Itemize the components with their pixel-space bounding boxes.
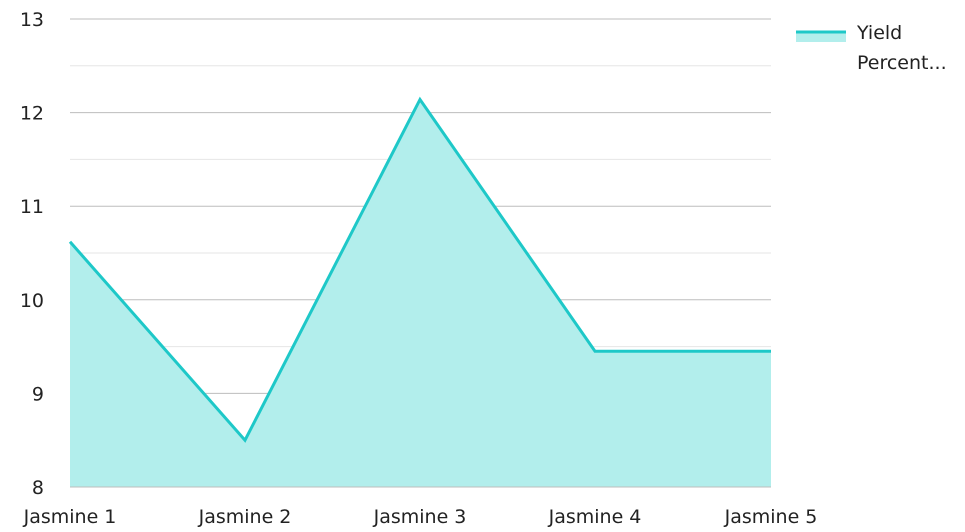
- series-line: [68, 96, 771, 443]
- x-tick-label: Jasmine 1: [23, 506, 117, 528]
- legend-label-line: Percent...: [857, 52, 947, 74]
- plot-area: [68, 96, 771, 487]
- y-tick-label: 8: [32, 477, 44, 499]
- legend-label: Yield Percent...: [856, 22, 947, 74]
- x-tick-label: Jasmine 4: [548, 506, 642, 528]
- y-tick-label: 12: [20, 103, 44, 125]
- y-tick-label: 13: [20, 9, 44, 31]
- y-tick-label: 11: [20, 196, 44, 218]
- y-tick-label: 10: [20, 290, 44, 312]
- y-tick-label: 9: [32, 383, 44, 405]
- x-tick-label: Jasmine 5: [724, 506, 818, 528]
- series-area-fill: [70, 99, 771, 487]
- x-tick-label: Jasmine 3: [373, 506, 467, 528]
- legend-swatch-fill: [796, 31, 846, 42]
- legend-label-line: Yield: [856, 22, 902, 44]
- x-axis-tick-labels: Jasmine 1 Jasmine 2 Jasmine 3 Jasmine 4 Jasm…: [23, 506, 818, 528]
- x-tick-label: Jasmine 2: [198, 506, 292, 528]
- y-axis-tick-labels: 8 9 10 11 12 13: [20, 9, 44, 499]
- legend: Yield Percent...: [796, 22, 947, 74]
